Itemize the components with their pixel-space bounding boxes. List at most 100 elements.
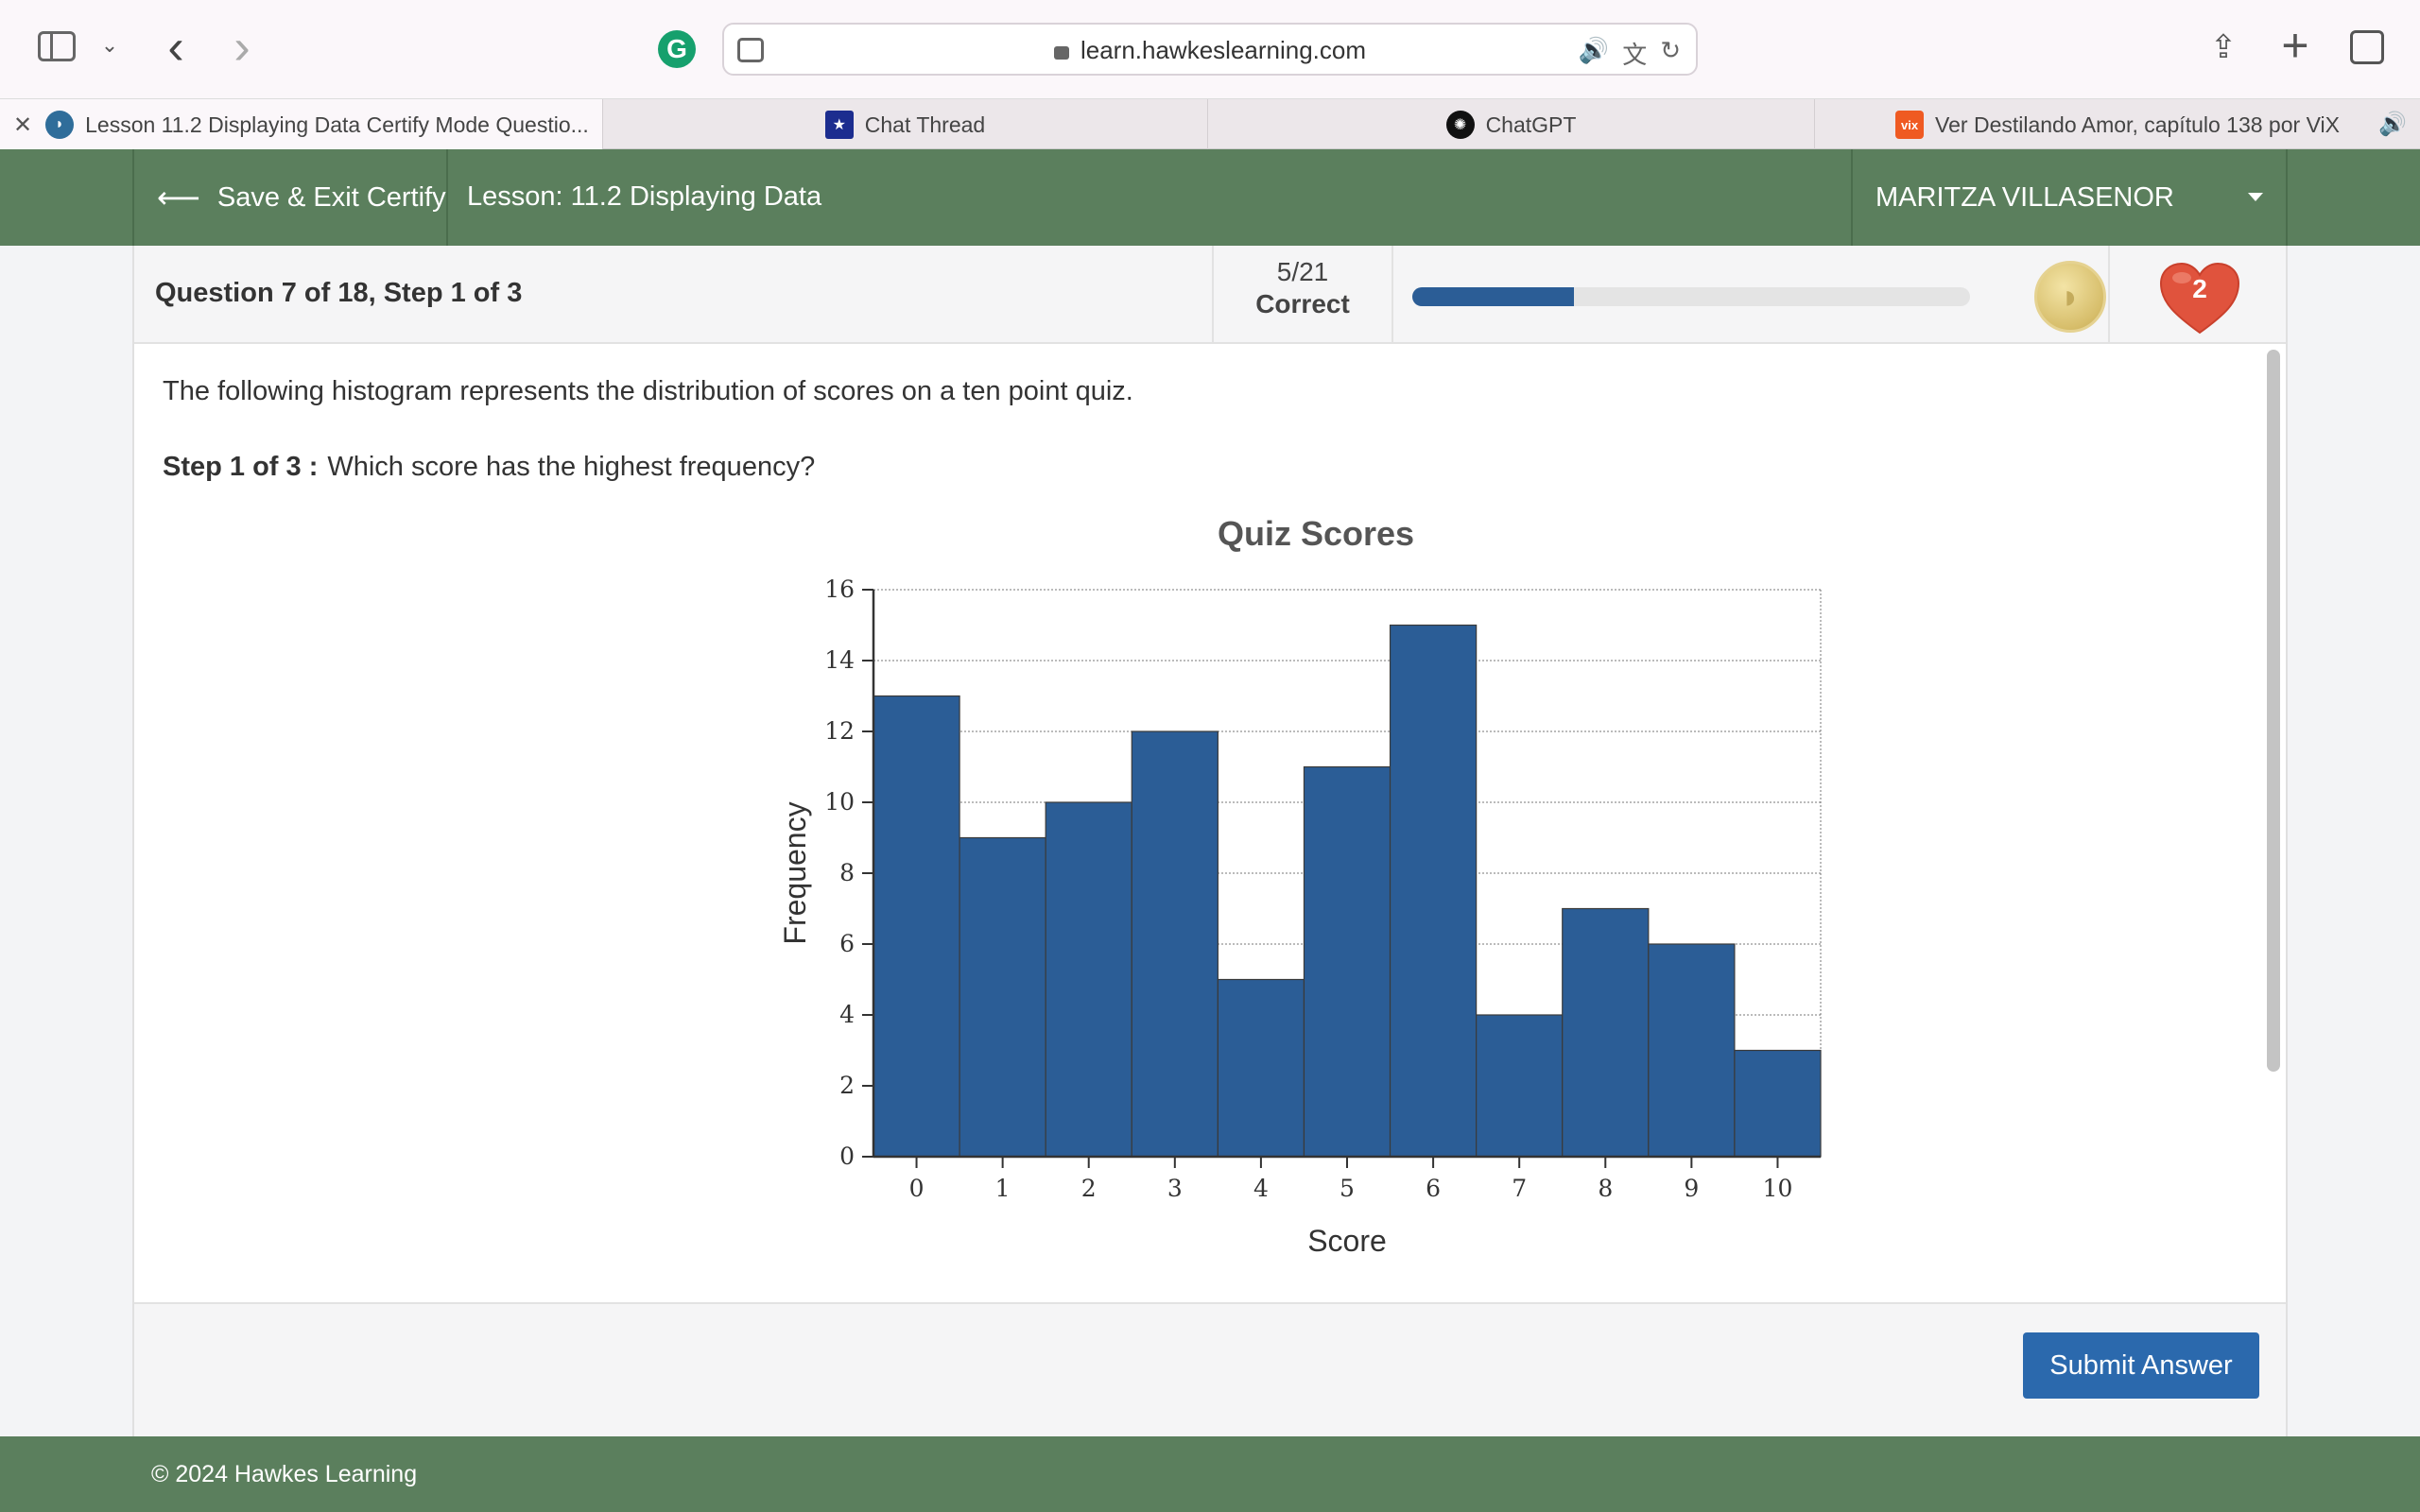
question-content: The following histogram represents the d… — [134, 344, 2259, 1302]
lesson-title: Lesson: 11.2 Displaying Data — [467, 181, 822, 212]
x-tick-label: 0 — [909, 1175, 925, 1202]
histogram-chart: Quiz Scores 0 2 4 6 8 10 12 14 16 0 1 2 3 4 5 6 7 8 9 10 Sco… — [758, 514, 1874, 1289]
url-value: learn.hawkeslearning.com — [1080, 36, 1367, 64]
x-tick-label: 4 — [1253, 1175, 1269, 1202]
score-fraction: 5/21 — [1276, 257, 1329, 286]
chart-title: Quiz Scores — [1217, 514, 1415, 553]
question-intro: The following histogram represents the d… — [163, 376, 1133, 406]
histogram-bar — [1045, 801, 1132, 1158]
content-scrollbar[interactable] — [2265, 350, 2282, 1302]
question-label: Question 7 of 18, Step 1 of 3 — [155, 278, 523, 308]
x-tick-label: 5 — [1340, 1175, 1355, 1202]
y-tick-label: 6 — [839, 930, 855, 957]
step-label: Step 1 of 3 : — [163, 452, 319, 482]
tab-overview-icon[interactable] — [2350, 30, 2384, 64]
copyright: © 2024 Hawkes Learning — [151, 1461, 418, 1487]
heart-icon — [2159, 262, 2240, 335]
sidebar-toggle-icon[interactable] — [38, 31, 76, 61]
share-icon[interactable]: ⇪ — [2209, 29, 2238, 65]
histogram-bar — [1476, 1014, 1564, 1158]
x-tick-label: 8 — [1598, 1175, 1613, 1202]
forward-arrow-icon[interactable]: › — [233, 20, 251, 75]
tab-chat-thread[interactable]: ★ Chat Thread — [603, 99, 1208, 150]
progress-fill — [1412, 287, 1575, 306]
histogram-bar — [1217, 978, 1305, 1158]
hawkes-icon: ◗ — [45, 111, 75, 139]
question-step: Step 1 of 3 : Which score has the highest… — [163, 452, 815, 483]
histogram-bar — [1734, 1049, 1822, 1158]
grammarly-icon[interactable]: G — [658, 30, 696, 68]
translate-icon[interactable]: 文 — [1622, 41, 1648, 69]
histogram-bar — [1562, 907, 1650, 1158]
chevron-down-icon[interactable]: ⌄ — [100, 33, 119, 57]
lock-icon — [1053, 46, 1069, 60]
url-text[interactable]: learn.hawkeslearning.com — [724, 36, 1696, 65]
reload-icon[interactable]: ↻ — [1660, 36, 1681, 64]
chatgpt-icon: ✺ — [1445, 111, 1475, 139]
site-settings-icon[interactable] — [737, 38, 764, 62]
star-icon: ★ — [824, 111, 854, 139]
app-header: ⟵ Save & Exit Certify Lesson: 11.2 Displ… — [0, 149, 2420, 246]
close-icon[interactable]: ✕ — [13, 112, 33, 138]
address-bar[interactable]: learn.hawkeslearning.com 🔊 文 ↻ — [722, 23, 1698, 76]
save-exit-button[interactable]: ⟵ Save & Exit Certify — [132, 149, 448, 246]
hearts-count: 2 — [2192, 274, 2207, 303]
scroll-thumb[interactable] — [2267, 350, 2280, 1072]
medal-box: ◗ — [2025, 246, 2110, 344]
score-label: Correct — [1255, 289, 1350, 318]
step-text: Which score has the highest frequency? — [327, 452, 816, 482]
histogram-bar — [1303, 765, 1392, 1158]
y-tick-label: 0 — [839, 1143, 855, 1170]
arrow-left-icon: ⟵ — [157, 180, 200, 215]
tab-lesson[interactable]: ✕ ◗ Lesson 11.2 Displaying Data Certify … — [0, 99, 603, 150]
histogram-bar — [959, 836, 1046, 1158]
new-tab-icon[interactable]: + — [2281, 19, 2309, 72]
vix-icon: vix — [1895, 111, 1925, 139]
x-tick-label: 9 — [1684, 1175, 1699, 1202]
submit-answer-button[interactable]: Submit Answer — [2023, 1332, 2259, 1399]
tab-label: Ver Destilando Amor, capítulo 138 por Vi… — [1935, 112, 2340, 137]
histogram-bar — [1389, 624, 1478, 1158]
y-tick-label: 14 — [824, 646, 855, 674]
tab-label: Lesson 11.2 Displaying Data Certify Mode… — [85, 112, 589, 137]
speaker-icon[interactable]: 🔊 — [1578, 36, 1610, 64]
x-tick-label: 1 — [995, 1175, 1011, 1202]
y-axis-title: Frequency — [778, 801, 812, 944]
user-name: MARITZA VILLASENOR — [1876, 181, 2174, 213]
question-status-bar: Question 7 of 18, Step 1 of 3 5/21 Corre… — [134, 246, 2286, 344]
x-tick-label: 7 — [1512, 1175, 1527, 1202]
medal-icon[interactable]: ◗ — [2034, 261, 2106, 333]
answer-footer: Submit Answer — [134, 1302, 2286, 1436]
histogram-bar — [1648, 943, 1736, 1158]
y-tick-label: 2 — [839, 1072, 855, 1099]
page-footer: © 2024 Hawkes Learning — [0, 1436, 2420, 1512]
x-tick-label: 2 — [1081, 1175, 1097, 1202]
score-box: 5/21 Correct — [1212, 246, 1393, 344]
user-menu[interactable]: MARITZA VILLASENOR — [1851, 149, 2288, 246]
browser-toolbar: ⌄ ‹ › G learn.hawkeslearning.com 🔊 文 ↻ ⇪… — [0, 0, 2420, 98]
tab-strip: ✕ ◗ Lesson 11.2 Displaying Data Certify … — [0, 98, 2420, 150]
x-tick-label: 3 — [1167, 1175, 1183, 1202]
y-tick-label: 10 — [824, 788, 855, 816]
tab-label: ChatGPT — [1485, 112, 1577, 137]
histogram-bar — [873, 695, 960, 1158]
y-tick-label: 12 — [824, 717, 855, 745]
histogram-bar — [1131, 730, 1219, 1158]
x-axis-title: Score — [1307, 1224, 1387, 1258]
tab-label: Chat Thread — [864, 112, 986, 137]
tab-chatgpt[interactable]: ✺ ChatGPT — [1208, 99, 1815, 150]
x-tick-label: 10 — [1763, 1175, 1793, 1202]
question-panel: Question 7 of 18, Step 1 of 3 5/21 Corre… — [132, 246, 2288, 1436]
save-exit-label: Save & Exit Certify — [216, 181, 446, 213]
back-arrow-icon[interactable]: ‹ — [167, 20, 184, 75]
caret-down-icon — [2248, 193, 2263, 201]
y-tick-label: 16 — [824, 576, 855, 603]
hearts-indicator[interactable]: 2 — [2157, 261, 2242, 336]
y-tick-label: 8 — [839, 859, 855, 886]
audio-playing-icon[interactable]: 🔊 — [2378, 112, 2407, 137]
y-tick-label: 4 — [839, 1001, 855, 1028]
x-tick-label: 6 — [1426, 1175, 1441, 1202]
tab-vix[interactable]: vix Ver Destilando Amor, capítulo 138 po… — [1815, 99, 2420, 150]
progress-bar — [1412, 287, 1970, 306]
